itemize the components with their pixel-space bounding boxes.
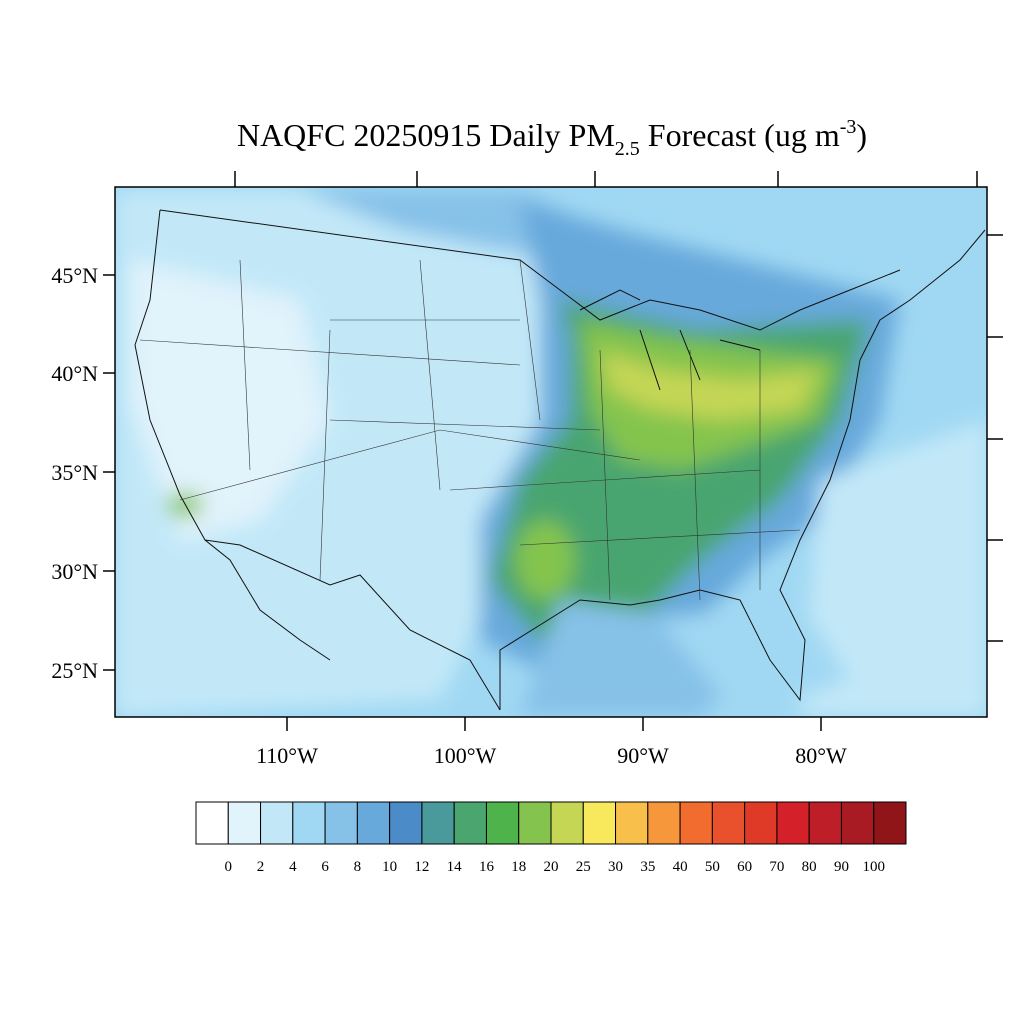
colorbar-box bbox=[389, 801, 423, 845]
colorbar-box bbox=[292, 801, 326, 845]
colorbar-label: 6 bbox=[321, 859, 329, 875]
colorbar: 0 2 4 6 8 10 12 14 16 18 20 25 30 35 40 50 60 70 80 90 100 bbox=[195, 801, 907, 875]
colorbar-label: 16 bbox=[479, 859, 495, 875]
lon-label: 80°W bbox=[795, 743, 847, 768]
colorbar-label: 50 bbox=[705, 859, 720, 875]
title-middle: Forecast (ug m bbox=[640, 117, 840, 153]
colorbar-box bbox=[582, 801, 617, 845]
colorbar-label: 40 bbox=[673, 859, 688, 875]
colorbar-label: 14 bbox=[447, 859, 463, 875]
colorbar-box bbox=[744, 801, 778, 845]
colorbar-label: 4 bbox=[289, 859, 297, 875]
colorbar-box bbox=[356, 801, 391, 845]
lon-label: 110°W bbox=[256, 743, 318, 768]
colorbar-box bbox=[550, 801, 584, 845]
lat-label: 30°N bbox=[51, 559, 98, 584]
title-end: ) bbox=[856, 117, 867, 153]
colorbar-label: 90 bbox=[834, 859, 849, 875]
colorbar-label: 100 bbox=[862, 859, 885, 875]
colorbar-label: 20 bbox=[544, 859, 559, 875]
colorbar-box bbox=[518, 801, 552, 845]
colorbar-box bbox=[421, 801, 455, 845]
colorbar-box bbox=[195, 801, 229, 845]
axis-labels: 45°N 40°N 35°N 30°N 25°N 110°W 100°W 90°W 80°W bbox=[51, 263, 847, 768]
colorbar-label: 12 bbox=[414, 859, 429, 875]
title-main: NAQFC 20250915 Daily PM bbox=[237, 117, 615, 153]
lat-label: 25°N bbox=[51, 658, 98, 683]
colorbar-box bbox=[227, 801, 262, 845]
colorbar-box bbox=[260, 801, 294, 845]
colorbar-box bbox=[840, 801, 875, 845]
title-subscript: 2.5 bbox=[615, 138, 640, 160]
colorbar-box bbox=[808, 801, 842, 845]
colorbar-box bbox=[776, 801, 810, 845]
colorbar-label: 35 bbox=[640, 859, 655, 875]
colorbar-box bbox=[711, 801, 746, 845]
colorbar-label: 18 bbox=[511, 859, 526, 875]
colorbar-box bbox=[873, 801, 907, 845]
title-superscript: -3 bbox=[840, 116, 857, 138]
lon-label: 90°W bbox=[617, 743, 669, 768]
colorbar-box bbox=[485, 801, 520, 845]
colorbar-box bbox=[615, 801, 649, 845]
colorbar-label: 2 bbox=[257, 859, 265, 875]
colorbar-label: 8 bbox=[354, 859, 362, 875]
colorbar-box bbox=[453, 801, 487, 845]
colorbar-label: 80 bbox=[802, 859, 817, 875]
colorbar-box bbox=[324, 801, 358, 845]
title: NAQFC 20250915 Daily PM2.5 Forecast (ug … bbox=[237, 116, 867, 160]
colorbar-label: 70 bbox=[769, 859, 784, 875]
lat-label: 45°N bbox=[51, 263, 98, 288]
lon-label: 100°W bbox=[434, 743, 497, 768]
colorbar-label: 10 bbox=[382, 859, 397, 875]
colorbar-box bbox=[679, 801, 713, 845]
colorbar-box bbox=[647, 801, 681, 845]
lat-label: 35°N bbox=[51, 460, 98, 485]
colorbar-label: 30 bbox=[608, 859, 623, 875]
colorbar-label: 0 bbox=[225, 859, 233, 875]
map-field bbox=[115, 187, 987, 717]
colorbar-label: 25 bbox=[576, 859, 591, 875]
map-frame bbox=[114, 186, 988, 718]
lat-label: 40°N bbox=[51, 361, 98, 386]
colorbar-label: 60 bbox=[737, 859, 752, 875]
frame-ticks bbox=[103, 171, 1003, 731]
